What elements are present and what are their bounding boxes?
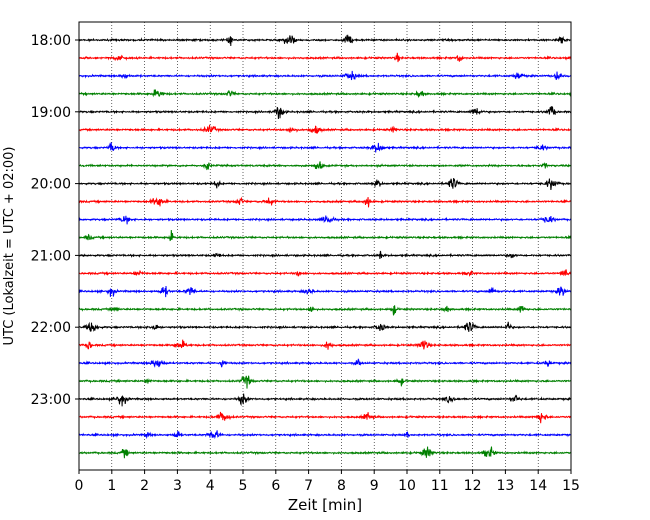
- trace-line: [78, 430, 572, 440]
- x-tick-label: 2: [140, 478, 149, 494]
- x-tick-label: 13: [496, 478, 514, 494]
- x-tick-label: 9: [370, 478, 379, 494]
- trace-line: [79, 339, 572, 350]
- trace-line: [78, 89, 572, 99]
- trace-line: [78, 411, 572, 424]
- x-tick-label: 0: [75, 478, 84, 494]
- y-axis: 18:00 19:00 20:00 21:00 22:00 23:00: [31, 33, 79, 408]
- trace-line: [78, 124, 571, 134]
- trace-line: [78, 142, 572, 153]
- x-tick-label: 8: [337, 478, 346, 494]
- trace-line: [78, 358, 572, 368]
- x-axis-label: Zeit [min]: [288, 496, 362, 514]
- trace-line: [78, 178, 572, 191]
- x-tick-label: 1: [107, 478, 116, 494]
- x-tick-label: 12: [464, 478, 482, 494]
- y-tick-label: 21:00: [31, 248, 71, 264]
- x-tick-label: 6: [271, 478, 280, 494]
- trace-line: [78, 229, 572, 242]
- trace-line: [78, 34, 572, 47]
- x-tick-label: 4: [206, 478, 215, 494]
- trace-line: [78, 269, 572, 277]
- x-tick-label: 3: [173, 478, 182, 494]
- x-tick-label: 5: [239, 478, 248, 494]
- trace-line: [78, 52, 572, 63]
- seismic-traces: [78, 34, 572, 459]
- trace-line: [78, 106, 572, 120]
- trace-line: [78, 161, 572, 171]
- x-tick-label: 14: [529, 478, 547, 494]
- trace-line: [78, 250, 572, 260]
- trace-line: [79, 375, 572, 389]
- trace-line: [78, 321, 572, 332]
- plot-frame: [78, 21, 572, 471]
- y-axis-label: UTC (Lokalzeit = UTC + 02:00): [2, 147, 17, 346]
- x-tick-label: 7: [304, 478, 313, 494]
- trace-line: [78, 215, 572, 225]
- trace-line: [78, 446, 572, 459]
- x-axis: 0 1 2 3 4 5 6 7 8 9 10 11 12 13 14 15: [75, 470, 580, 494]
- x-tick-label: 11: [431, 478, 449, 494]
- trace-line: [78, 393, 572, 407]
- y-tick-label: 19:00: [31, 105, 71, 121]
- grid-lines: [111, 22, 539, 470]
- y-tick-label: 23:00: [31, 392, 71, 408]
- y-tick-label: 20:00: [31, 177, 71, 193]
- y-tick-label: 22:00: [31, 320, 71, 336]
- trace-line: [79, 70, 572, 81]
- trace-line: [78, 285, 572, 298]
- trace-line: [78, 305, 572, 316]
- x-tick-label: 10: [398, 478, 416, 494]
- y-tick-label: 18:00: [31, 33, 71, 49]
- x-tick-label: 15: [562, 478, 580, 494]
- trace-line: [78, 196, 572, 208]
